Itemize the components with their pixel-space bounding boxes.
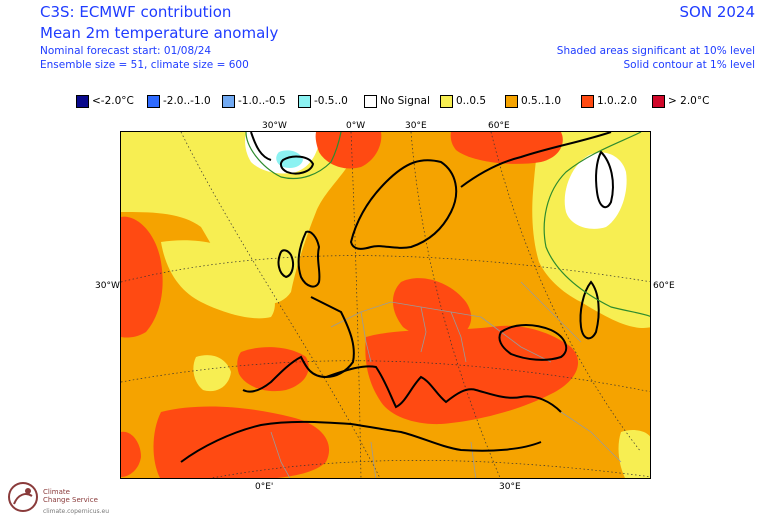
coastline-russia-north (460, 132, 612, 188)
ensemble-size-text: Ensemble size = 51, climate size = 600 (40, 59, 249, 71)
coastline-black-sea (498, 324, 568, 361)
color-legend: <-2.0°C -2.0..-1.0 -1.0..-0.5 -0.5..0 No… (76, 93, 716, 109)
weak-anomaly-area-north-atlantic (121, 132, 366, 304)
grid-label-top-30e: 30°E (405, 121, 427, 131)
coastline-north-africa (180, 420, 542, 463)
grid-label-top-0w: 0°W (346, 121, 366, 131)
legend-swatch (581, 94, 594, 108)
graticule-line (209, 460, 650, 478)
legend-label: -0.5..0 (314, 95, 348, 107)
grid-label-bottom-0e: 0°E' (255, 482, 274, 492)
weak-anomaly-area-se-corner (618, 430, 650, 478)
graticule-line (180, 132, 381, 478)
legend-swatch (505, 94, 518, 108)
weak-anomaly-area-atlantic-tongue (161, 240, 275, 319)
coastlines (180, 132, 614, 463)
coastline-iceland (279, 155, 315, 175)
legend-label: <-2.0°C (92, 95, 134, 107)
legend-swatch (222, 94, 235, 108)
border-line (330, 301, 482, 328)
border-line (450, 311, 467, 363)
legend-swatch (364, 94, 377, 108)
legend-swatch (147, 94, 160, 108)
copernicus-emblem-icon (8, 482, 38, 512)
legend-label: 0.5..1.0 (521, 95, 562, 107)
legend-label: 0..0.5 (456, 95, 487, 107)
coastline-ireland (277, 249, 295, 279)
legend-swatch (440, 94, 453, 108)
strong-anomaly-area-arctic-east (450, 132, 563, 164)
logo-name-line1: Climate (43, 488, 70, 496)
significance-contour-iceland (245, 132, 342, 180)
strong-anomaly-area-balkans-med (365, 325, 579, 425)
variable-title: Mean 2m temperature anomaly (40, 24, 279, 42)
legend-swatch (298, 94, 311, 108)
legend-label: 1.0..2.0 (597, 95, 638, 107)
strong-anomaly-area-iberia (237, 347, 309, 392)
copernicus-logo: Climate Change Service climate.copernicu… (6, 476, 126, 520)
legend-item: No Signal (364, 93, 430, 109)
border-line (520, 281, 582, 343)
logo-name-line2: Change Service (43, 496, 98, 504)
grid-label-left-30w: 30°W (95, 281, 120, 291)
legend-item: 1.0..2.0 (581, 93, 637, 109)
country-borders (270, 281, 622, 478)
grid-label-bottom-30e: 30°E (499, 482, 521, 492)
legend-label: > 2.0°C (668, 95, 710, 107)
graticule-line (490, 132, 642, 453)
legend-item: <-2.0°C (76, 93, 134, 109)
border-line (270, 431, 291, 478)
product-title: C3S: ECMWF contribution (40, 3, 232, 21)
legend-label: -1.0..-0.5 (238, 95, 286, 107)
coastline-greenland-edge (250, 132, 272, 161)
legend-item: -1.0..-0.5 (222, 93, 286, 109)
legend-item: > 2.0°C (652, 93, 709, 109)
legend-item: -2.0..-1.0 (147, 93, 211, 109)
coastline-britain (297, 230, 321, 288)
forecast-start-text: Nominal forecast start: 01/08/24 (40, 45, 212, 57)
legend-label: -2.0..-1.0 (163, 95, 211, 107)
legend-swatch (652, 94, 665, 108)
coastline-novaya-zemlya (595, 150, 614, 209)
significance-contour-russia (543, 132, 650, 317)
border-line (560, 411, 622, 463)
coastline-caspian (579, 280, 600, 340)
map-canvas (121, 132, 650, 478)
legend-label: No Signal (380, 95, 430, 107)
grid-label-top-30w: 30°W (262, 121, 287, 131)
grid-label-right-60e: 60°E (653, 281, 675, 291)
anomaly-map (120, 131, 651, 479)
border-line (470, 441, 477, 478)
grid-label-top-60e: 60°E (488, 121, 510, 131)
legend-item: 0..0.5 (440, 93, 486, 109)
border-line (370, 441, 377, 478)
strong-anomaly-area-north-africa (153, 406, 330, 478)
logo-url-text: climate.copernicus.eu (43, 508, 110, 515)
significance-shaded-text: Shaded areas significant at 10% level (556, 45, 755, 57)
coastline-scandinavia (349, 159, 458, 250)
border-line (420, 306, 427, 353)
cool-anomaly-patch-iceland (276, 150, 303, 168)
legend-swatch (76, 94, 89, 108)
significance-contours (245, 132, 650, 317)
season-label: SON 2024 (679, 3, 756, 21)
significance-contour-text: Solid contour at 1% level (623, 59, 755, 71)
legend-item: 0.5..1.0 (505, 93, 561, 109)
legend-item: -0.5..0 (298, 93, 348, 109)
logo-service-name: Climate Change Service (43, 488, 98, 504)
border-line (480, 316, 552, 363)
coastline-mediterranean-north (325, 365, 562, 413)
border-line (360, 311, 372, 363)
weak-anomaly-area-iberia-west (193, 355, 231, 392)
strong-anomaly-area-west-tip (121, 431, 141, 477)
